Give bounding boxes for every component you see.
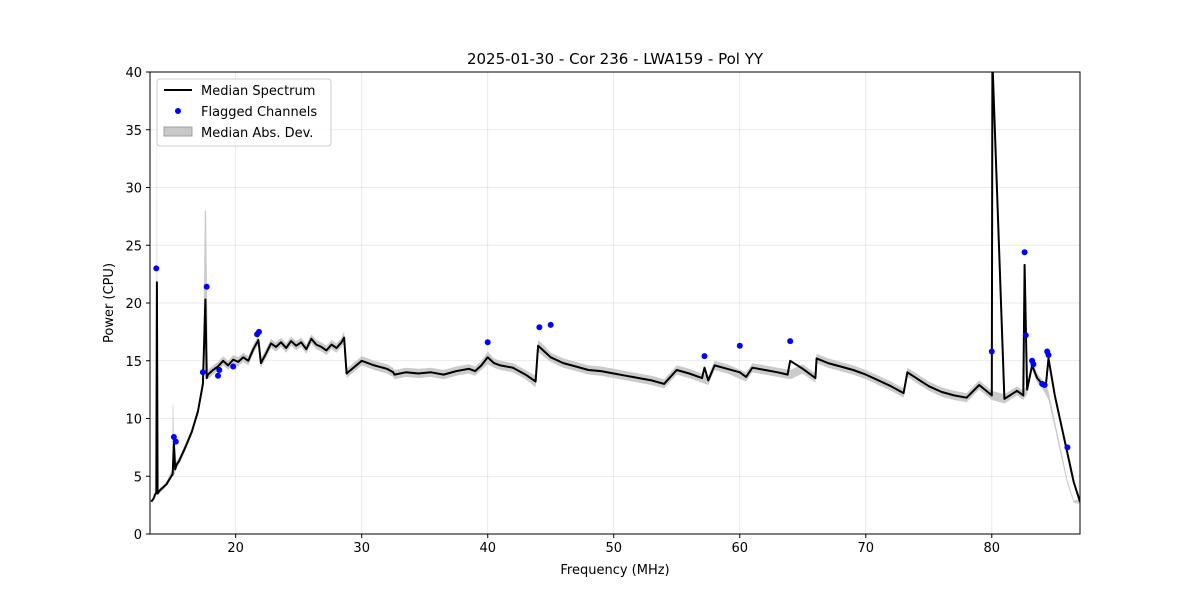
flagged-channel-point bbox=[988, 348, 995, 355]
plot-data bbox=[150, 72, 1080, 504]
flagged-channel-point bbox=[787, 338, 794, 345]
y-tick-label: 10 bbox=[125, 413, 142, 428]
flagged-channel-point bbox=[1041, 382, 1048, 388]
legend-marker-swatch bbox=[175, 108, 181, 114]
legend-band-swatch bbox=[163, 126, 193, 137]
x-tick-label: 80 bbox=[984, 541, 1001, 556]
legend-label-median-spectrum: Median Spectrum bbox=[201, 84, 315, 99]
legend: Median Spectrum Flagged Channels Median … bbox=[156, 78, 332, 147]
legend-label-median-abs-dev: Median Abs. Dev. bbox=[201, 126, 313, 141]
flagged-channel-point bbox=[1022, 332, 1029, 339]
flagged-channel-point bbox=[736, 342, 743, 349]
x-axis-label: Frequency (MHz) bbox=[560, 563, 669, 578]
legend-box bbox=[156, 78, 332, 147]
flagged-channel-point bbox=[1064, 444, 1071, 451]
flagged-channel-point bbox=[153, 265, 160, 272]
x-tick-label: 30 bbox=[353, 541, 370, 556]
y-tick-label: 40 bbox=[125, 66, 142, 81]
flagged-channel-point bbox=[203, 283, 210, 290]
x-tick-label: 60 bbox=[731, 541, 748, 556]
y-tick-label: 20 bbox=[125, 297, 142, 312]
flagged-channel-point bbox=[215, 372, 221, 379]
x-tick-label: 20 bbox=[227, 541, 244, 556]
y-tick-label: 35 bbox=[125, 124, 142, 139]
legend-label-flagged-channels: Flagged Channels bbox=[201, 105, 317, 120]
flagged-channel-point bbox=[547, 321, 554, 328]
median-spectrum-line bbox=[150, 72, 1080, 503]
flagged-channel-point bbox=[1021, 249, 1028, 256]
y-tick-label: 5 bbox=[134, 470, 142, 485]
flagged-channel-point bbox=[216, 367, 223, 373]
plot-area-background bbox=[150, 72, 1080, 534]
flagged-channel-point bbox=[1030, 361, 1037, 368]
chart-title: 2025-01-30 - Cor 236 - LWA159 - Pol YY bbox=[467, 50, 764, 68]
flagged-channel-point bbox=[170, 434, 177, 440]
x-tick-label: 40 bbox=[479, 541, 496, 556]
y-tick-label: 15 bbox=[125, 355, 142, 370]
flagged-channel-point bbox=[536, 324, 543, 331]
flagged-channel-point bbox=[1045, 352, 1052, 358]
axis-ticks: 20 30 40 50 60 70 80 0 5 10 15 20 25 30 35 40 bbox=[125, 66, 1000, 556]
y-tick-label: 30 bbox=[125, 182, 142, 197]
flagged-channel-point bbox=[484, 339, 491, 346]
flagged-channel-point bbox=[199, 369, 206, 376]
flagged-channel-point bbox=[172, 438, 179, 445]
x-tick-label: 70 bbox=[857, 541, 874, 556]
y-tick-label: 0 bbox=[134, 528, 142, 543]
x-tick-label: 50 bbox=[605, 541, 622, 556]
flagged-channel-point bbox=[256, 328, 262, 335]
y-axis-label: Power (CPU) bbox=[102, 263, 117, 343]
flagged-channel-point bbox=[701, 353, 708, 360]
y-tick-label: 25 bbox=[125, 239, 142, 254]
flagged-channel-point bbox=[230, 363, 237, 370]
